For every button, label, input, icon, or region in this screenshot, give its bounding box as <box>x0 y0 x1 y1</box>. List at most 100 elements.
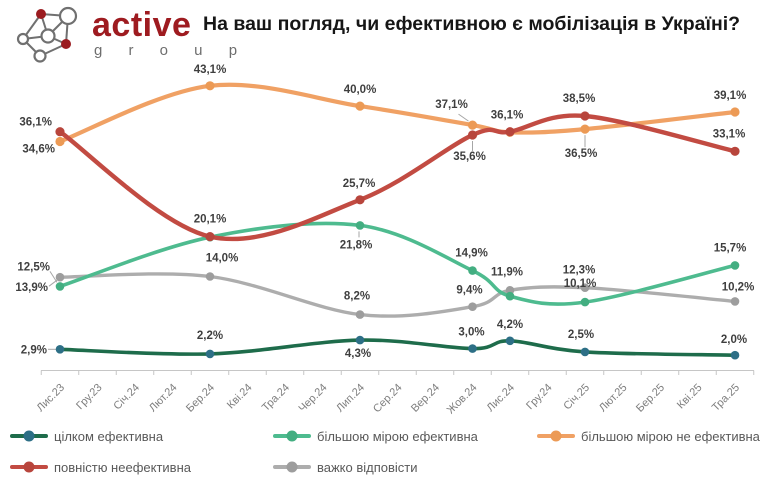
data-point-більшою мірою не ефективна <box>205 81 215 91</box>
label-leader-line <box>458 113 469 122</box>
data-point-цілком ефективна <box>505 336 515 346</box>
legend-label: більшою мірою ефективна <box>317 428 478 444</box>
data-label-більшою мірою ефективна: 21,8% <box>340 239 373 251</box>
data-label-більшою мірою ефективна: 10,1% <box>564 278 597 290</box>
brand-name: active <box>92 6 192 44</box>
data-label-важко відповісти: 8,2% <box>344 291 370 303</box>
x-axis-label: Лис.23 <box>34 382 67 415</box>
legend-dot-icon <box>286 430 298 442</box>
data-point-більшою мірою не ефективна <box>580 124 590 134</box>
data-point-важко відповісти <box>205 272 215 281</box>
x-axis-label: Кві.24 <box>225 382 255 412</box>
data-point-повністю неефективна <box>467 130 478 140</box>
data-point-більшою мірою ефективна <box>580 297 590 307</box>
data-label-важко відповісти: 12,3% <box>563 265 596 277</box>
data-point-важко відповісти <box>55 272 65 282</box>
legend-marker-icon <box>273 461 311 473</box>
data-label-повністю неефективна: 33,1% <box>713 128 746 140</box>
x-axis-label: Тра.25 <box>710 382 742 414</box>
series-line-більшою мірою ефективна <box>58 221 737 306</box>
x-axis-label: Бер.25 <box>634 382 667 415</box>
data-point-більшою мірою не ефективна <box>355 101 365 111</box>
x-axis-label: Вер.24 <box>409 382 442 415</box>
data-point-важко відповісти <box>580 283 590 293</box>
data-point-більшою мірою не ефективна <box>730 107 740 117</box>
x-axis-label: Лют.24 <box>147 382 180 415</box>
x-axis-label: Лип.24 <box>334 382 367 415</box>
data-point-важко відповісти <box>355 310 365 319</box>
x-axis-label: Чер.24 <box>296 382 329 415</box>
legend-dot-icon <box>550 430 562 442</box>
data-point-більшою мірою ефективна <box>730 261 740 270</box>
data-point-більшою мірою ефективна <box>505 291 515 301</box>
data-point-цілком ефективна <box>468 344 477 353</box>
data-label-більшою мірою не ефективна: 39,1% <box>714 90 747 102</box>
legend-marker-icon <box>10 430 48 442</box>
data-label-повністю неефективна: 36,1% <box>19 117 52 129</box>
data-point-більшою мірою ефективна <box>468 266 477 275</box>
legend-item-більшою мірою ефективна: більшою мірою ефективна <box>273 428 478 444</box>
data-label-цілком ефективна: 2,2% <box>197 330 223 342</box>
legend-marker-icon <box>537 430 575 442</box>
data-label-цілком ефективна: 3,0% <box>458 327 484 339</box>
data-label-більшою мірою не ефективна: 43,1% <box>194 64 227 76</box>
active-group-logo: active g r o u p <box>6 1 248 63</box>
data-label-більшою мірою ефективна: 14,9% <box>455 248 488 260</box>
data-label-повністю неефективна: 20,1% <box>194 214 227 226</box>
data-point-цілком ефективна <box>730 350 740 360</box>
legend-item-важко відповісти: важко відповісти <box>273 459 418 475</box>
legend-label: важко відповісти <box>317 459 418 475</box>
legend-dot-icon <box>23 430 35 442</box>
legend-dot-icon <box>286 461 298 473</box>
x-axis-label: Кві.25 <box>675 382 705 412</box>
legend-label: цілком ефективна <box>54 428 164 444</box>
data-point-більшою мірою ефективна <box>355 221 365 230</box>
chart-title: На ваш погляд, чи ефективною є мобілізац… <box>203 13 741 35</box>
data-point-цілком ефективна <box>580 347 590 357</box>
data-label-важко відповісти: 14,0% <box>206 253 239 265</box>
data-label-цілком ефективна: 2,0% <box>721 334 747 346</box>
data-point-більшою мірою ефективна <box>55 282 65 291</box>
data-point-більшою мірою не ефективна <box>467 120 478 130</box>
data-label-більшою мірою ефективна: 15,7% <box>714 242 747 254</box>
data-point-повністю неефективна <box>730 146 740 156</box>
x-axis-label: Лис.24 <box>484 382 517 415</box>
series-line-цілком ефективна <box>58 338 737 357</box>
data-label-повністю неефективна: 38,5% <box>563 93 596 105</box>
legend-item-цілком ефективна: цілком ефективна <box>10 428 164 444</box>
data-label-більшою мірою не ефективна: 36,5% <box>565 148 598 160</box>
label-leader-line <box>49 271 58 283</box>
x-axis-label: Січ.24 <box>111 382 142 413</box>
x-axis-label: Лют.25 <box>597 382 630 415</box>
data-point-важко відповісти <box>730 297 740 306</box>
logo-text: active g r o u p <box>92 6 248 59</box>
data-label-важко відповісти: 9,4% <box>456 285 482 297</box>
x-axis-label: Гру.24 <box>524 382 554 412</box>
x-axis-label: Жов.24 <box>445 382 480 417</box>
data-label-цілком ефективна: 2,9% <box>21 344 47 356</box>
legend-item-повністю неефективна: повністю неефективна <box>10 460 191 475</box>
data-label-повністю неефективна: 35,6% <box>453 151 486 163</box>
data-label-цілком ефективна: 4,3% <box>345 348 371 360</box>
data-label-повністю неефективна: 36,1% <box>491 110 524 122</box>
network-nodes-icon <box>16 6 78 63</box>
data-point-важко відповісти <box>505 286 515 295</box>
data-point-цілком ефективна <box>355 335 365 345</box>
data-label-більшою мірою не ефективна: 40,0% <box>344 84 377 96</box>
x-axis-label: Гру.23 <box>74 382 104 412</box>
data-point-цілком ефективна <box>55 345 65 354</box>
legend-item-більшою мірою не ефективна: більшою мірою не ефективна <box>537 428 760 444</box>
legend-dot-icon <box>23 461 35 473</box>
data-point-більшою мірою не ефективна <box>55 136 65 147</box>
data-label-більшою мірою не ефективна: 37,1% <box>435 99 468 111</box>
legend-label: більшою мірою не ефективна <box>581 428 760 444</box>
x-axis-label: Січ.25 <box>561 382 592 413</box>
legend-marker-icon <box>10 461 48 473</box>
x-axis-label: Бер.24 <box>184 382 217 415</box>
data-label-цілком ефективна: 4,2% <box>497 319 523 331</box>
x-axis-label: Тра.24 <box>260 382 292 414</box>
data-point-повністю неефективна <box>205 232 215 242</box>
data-point-повністю неефективна <box>505 127 515 137</box>
